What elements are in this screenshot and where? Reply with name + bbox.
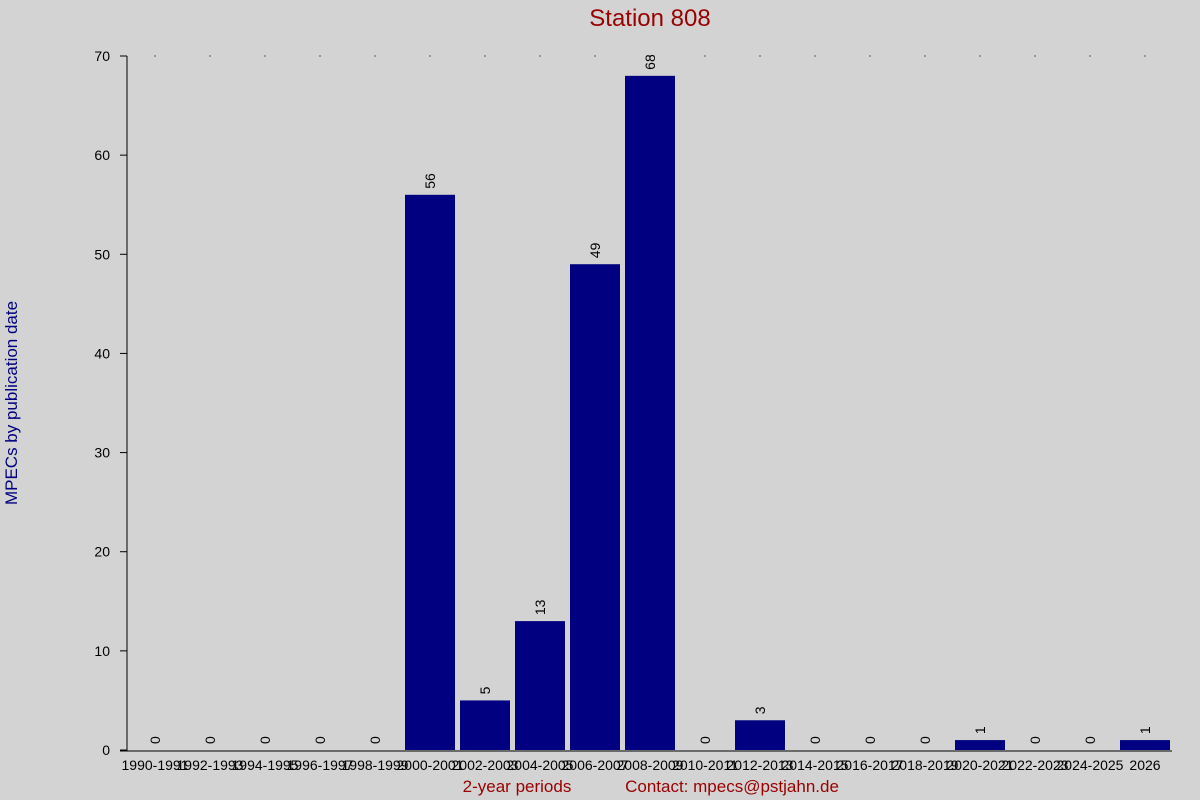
y-tick-label: 0 <box>102 742 110 758</box>
x-tick-label: 2018-2019 <box>892 757 959 773</box>
x-tick-label: 2026 <box>1129 757 1160 773</box>
top-tick <box>1034 55 1036 57</box>
top-tick <box>869 55 871 57</box>
value-label: 0 <box>1082 736 1098 744</box>
top-tick <box>539 55 541 57</box>
value-label: 3 <box>752 706 768 714</box>
value-label: 0 <box>312 736 328 744</box>
y-tick-label: 70 <box>94 48 110 64</box>
value-label: 49 <box>587 242 603 258</box>
top-tick <box>374 55 376 57</box>
top-tick <box>649 55 651 57</box>
x-tick-label: 2024-2025 <box>1057 757 1124 773</box>
bar <box>735 720 785 750</box>
x-tick-label: 2010-2011 <box>672 757 738 773</box>
x-tick-label: 2022-2023 <box>1002 757 1069 773</box>
y-tick-label: 60 <box>94 147 110 163</box>
top-tick <box>154 55 156 57</box>
top-tick <box>429 55 431 57</box>
chart-title: Station 808 <box>589 5 710 32</box>
x-tick-label: 2020-2021 <box>947 757 1014 773</box>
x-tick-label: 2004-2005 <box>507 757 574 773</box>
value-label: 0 <box>1027 736 1043 744</box>
y-tick-label: 50 <box>94 246 110 262</box>
x-tick-label: 1998-1999 <box>342 757 409 773</box>
value-label: 68 <box>642 54 658 70</box>
value-label: 13 <box>532 599 548 615</box>
x-tick-label: 1994-1995 <box>232 757 299 773</box>
bar <box>515 621 565 750</box>
x-tick-label: 1992-1993 <box>177 757 244 773</box>
footer: Contact: mpecs@pstjahn.de <box>625 777 839 796</box>
bar <box>405 194 455 751</box>
top-tick <box>759 55 761 57</box>
value-label: 1 <box>1137 726 1153 734</box>
x-tick-label: 2012-2013 <box>727 757 794 773</box>
x-axis-label: 2-year periods <box>463 777 572 796</box>
value-label: 0 <box>697 736 713 744</box>
bar <box>625 75 675 751</box>
x-tick-label: 2000-2001 <box>397 757 464 773</box>
top-tick <box>979 55 981 57</box>
bar <box>570 264 620 750</box>
top-tick <box>209 55 211 57</box>
y-tick-label: 20 <box>94 544 110 560</box>
y-tick-label: 30 <box>94 445 110 461</box>
x-tick-label: 2008-2009 <box>617 757 684 773</box>
x-tick-label: 2002-2003 <box>452 757 519 773</box>
bar <box>460 700 510 750</box>
value-label: 0 <box>202 736 218 744</box>
x-tick-label: 2006-2007 <box>562 757 629 773</box>
top-tick <box>264 55 266 57</box>
top-tick <box>484 55 486 57</box>
x-tick-label: 2014-2015 <box>782 757 849 773</box>
value-label: 1 <box>972 726 988 734</box>
y-tick-label: 40 <box>94 345 110 361</box>
top-tick <box>594 55 596 57</box>
value-label: 0 <box>862 736 878 744</box>
x-tick-label: 1996-1997 <box>287 757 354 773</box>
y-tick-label: 10 <box>94 643 110 659</box>
x-tick-label: 2016-2017 <box>837 757 904 773</box>
top-tick <box>704 55 706 57</box>
x-tick-label: 1990-1991 <box>122 757 189 773</box>
value-label: 0 <box>257 736 273 744</box>
value-label: 0 <box>147 736 163 744</box>
value-label: 0 <box>807 736 823 744</box>
value-label: 5 <box>477 686 493 694</box>
y-axis-label: MPECs by publication date <box>2 301 21 505</box>
top-tick <box>814 55 816 57</box>
top-tick <box>319 55 321 57</box>
top-tick <box>924 55 926 57</box>
value-label: 0 <box>917 736 933 744</box>
top-tick <box>1089 55 1091 57</box>
bar <box>1120 740 1170 750</box>
value-label: 56 <box>422 173 438 189</box>
bar <box>955 740 1005 750</box>
value-label: 0 <box>367 736 383 744</box>
top-tick <box>1144 55 1146 57</box>
